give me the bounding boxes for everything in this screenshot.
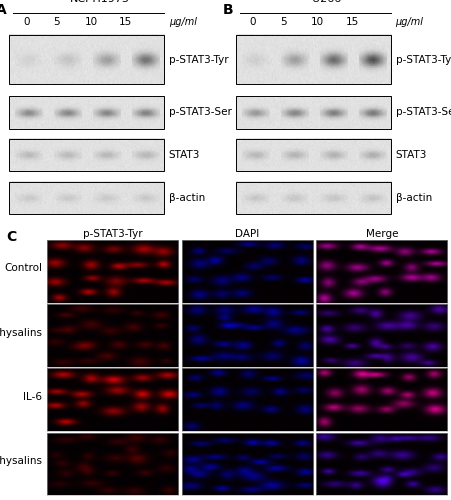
Text: 0.90: 0.90 xyxy=(242,105,262,114)
Text: μg/ml: μg/ml xyxy=(395,17,423,27)
Text: 0.98: 0.98 xyxy=(16,105,36,114)
Text: 0.91: 0.91 xyxy=(46,105,66,114)
Text: 0: 0 xyxy=(249,17,256,27)
Text: p-STAT3-Tyr: p-STAT3-Tyr xyxy=(168,54,228,64)
Text: IL-6: IL-6 xyxy=(23,392,42,402)
Text: 0.58: 0.58 xyxy=(272,105,293,114)
Text: A: A xyxy=(0,3,7,17)
Text: p-STAT3-Tyr: p-STAT3-Tyr xyxy=(395,54,451,64)
Text: IL6+Physalins: IL6+Physalins xyxy=(0,456,42,466)
Text: β-actin: β-actin xyxy=(395,193,431,203)
Text: 5: 5 xyxy=(279,17,286,27)
Text: 10: 10 xyxy=(311,17,324,27)
Text: STAT3: STAT3 xyxy=(395,150,426,160)
Text: 15: 15 xyxy=(345,17,358,27)
Text: p-STAT3-Ser: p-STAT3-Ser xyxy=(168,107,231,117)
Text: NCI-H1975: NCI-H1975 xyxy=(69,0,129,4)
Text: DAPI: DAPI xyxy=(235,229,259,239)
Text: μg/ml: μg/ml xyxy=(168,17,196,27)
Text: U266: U266 xyxy=(311,0,341,4)
Text: p-STAT3-Ser: p-STAT3-Ser xyxy=(395,107,451,117)
Text: 0.21: 0.21 xyxy=(342,105,362,114)
Text: 0.69: 0.69 xyxy=(81,105,101,114)
Text: 15: 15 xyxy=(119,17,132,27)
Text: Physalins: Physalins xyxy=(0,328,42,338)
Text: STAT3: STAT3 xyxy=(168,150,200,160)
Text: C: C xyxy=(6,230,17,244)
Text: 10: 10 xyxy=(84,17,97,27)
Text: 5: 5 xyxy=(53,17,60,27)
Text: p-STAT3-Tyr: p-STAT3-Tyr xyxy=(83,229,142,239)
Text: 0: 0 xyxy=(23,17,29,27)
Text: β-actin: β-actin xyxy=(168,193,205,203)
Text: 0.43: 0.43 xyxy=(115,105,135,114)
Text: 0.32: 0.32 xyxy=(307,105,327,114)
Text: B: B xyxy=(222,3,233,17)
Text: Control: Control xyxy=(4,264,42,274)
Text: Merge: Merge xyxy=(365,229,397,239)
